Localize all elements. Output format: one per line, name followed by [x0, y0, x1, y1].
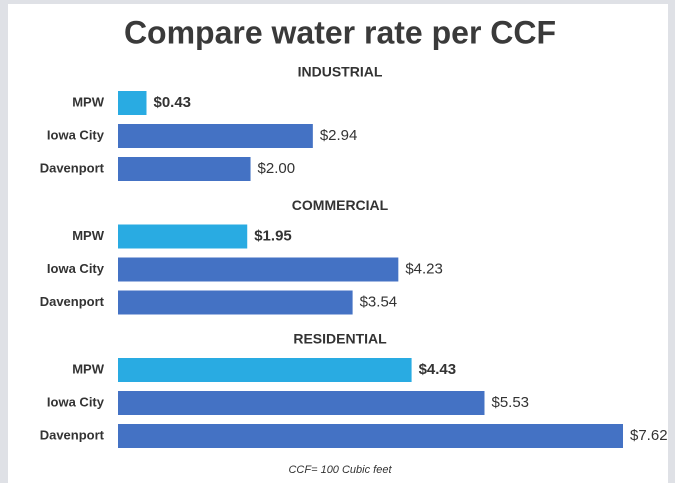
value-label: $2.00: [258, 160, 296, 177]
section-title: INDUSTRIAL: [298, 64, 383, 80]
bar: [118, 358, 412, 382]
bar: [118, 157, 251, 181]
value-label: $5.53: [491, 394, 529, 411]
value-label: $7.62: [630, 427, 668, 444]
bar: [118, 91, 147, 115]
bar: [118, 391, 485, 415]
value-label: $2.94: [320, 127, 358, 144]
category-label: MPW: [72, 228, 105, 243]
value-label: $0.43: [153, 94, 191, 111]
chart-title: Compare water rate per CCF: [124, 14, 556, 50]
section-title: COMMERCIAL: [292, 197, 389, 213]
value-label: $1.95: [254, 227, 292, 244]
category-label: Davenport: [40, 427, 105, 442]
category-label: Iowa City: [47, 127, 105, 142]
category-label: Davenport: [40, 294, 105, 309]
category-label: Davenport: [40, 160, 105, 175]
value-label: $3.54: [360, 293, 398, 310]
bar: [118, 424, 623, 448]
category-label: Iowa City: [47, 261, 105, 276]
category-label: MPW: [72, 361, 105, 376]
value-label: $4.43: [419, 361, 457, 378]
note: CCF= 100 Cubic feet: [288, 464, 392, 476]
bar: [118, 290, 353, 315]
bar: [118, 257, 399, 282]
section-title: RESIDENTIAL: [293, 331, 387, 347]
bar: [118, 124, 313, 148]
category-label: MPW: [72, 94, 105, 109]
bar: [118, 224, 248, 249]
category-label: Iowa City: [47, 394, 105, 409]
value-label: $4.23: [405, 260, 443, 277]
